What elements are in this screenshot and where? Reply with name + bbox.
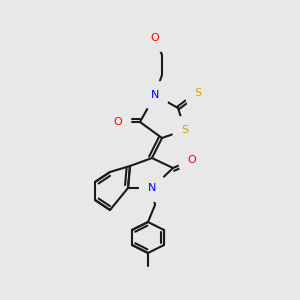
Text: O: O [151,33,159,43]
Text: O: O [114,117,122,127]
Text: S: S [194,88,202,98]
Text: S: S [182,125,189,135]
Text: N: N [151,90,159,100]
Text: N: N [148,183,156,193]
Text: O: O [188,155,196,165]
